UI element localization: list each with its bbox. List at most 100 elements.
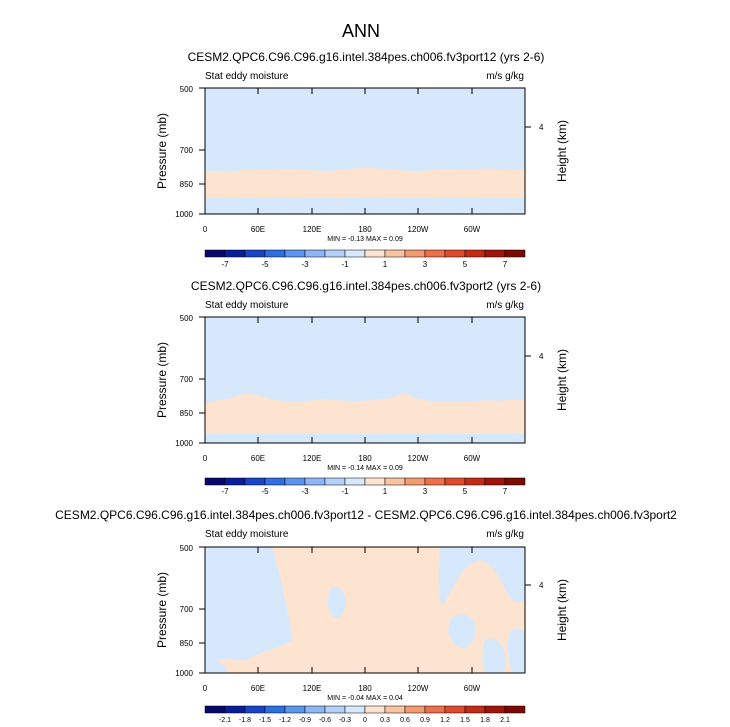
- panel-3-left-subtitle: Stat eddy moisture: [205, 529, 289, 540]
- panel-1-x-tick-0: 0: [203, 225, 208, 234]
- panel-3-cb-label-1: -1.8: [239, 717, 251, 724]
- panel-1-cb-label-4: 1: [383, 260, 388, 269]
- panel-2-cb-label-2: -3: [301, 487, 309, 496]
- panel-1-colorbar-swatch-15: [504, 249, 526, 258]
- panel-3-x-tick-0: 0: [203, 684, 208, 693]
- panel-3-cb-label-7: 0: [363, 717, 367, 724]
- panel-3-min-max: MIN = -0.04 MAX = 0.04: [327, 695, 403, 702]
- panel-3-cb-label-10: 0.9: [420, 717, 430, 724]
- panel-3-colorbar-swatch-0: [204, 705, 226, 714]
- panel-3-colorbar-labels: -2.1 -1.8 -1.5 -1.2 -0.9 -0.6 -0.3 0 0.3…: [219, 717, 510, 724]
- panel-1-x-ticks: [199, 87, 531, 215]
- panel-3-colorbar-swatch-15: [504, 705, 526, 714]
- panel-1-cb-label-2: -3: [301, 260, 309, 269]
- panel-3-cb-label-5: -0.6: [319, 717, 331, 724]
- panel-2-right-axis-label: Height (km): [555, 349, 569, 411]
- panel-1-title: CESM2.QPC6.C96.C96.g16.intel.384pes.ch00…: [188, 50, 545, 64]
- panel-2-y-tick-500: 500: [180, 314, 194, 323]
- panel-3-cb-label-3: -1.2: [279, 717, 291, 724]
- panel-3-neg-region-central: [327, 587, 346, 619]
- panel-2-colorbar-swatch-8: [364, 477, 386, 486]
- panel-2-x-tick-120e: 120E: [303, 454, 322, 463]
- panel-1-x-tick-120w: 120W: [408, 225, 429, 234]
- panel-1-colorbar-swatch-2: [244, 249, 266, 258]
- panel-3-neg-region-east-mid: [448, 614, 476, 649]
- panel-3-colorbar-swatch-4: [284, 705, 306, 714]
- panel-3-cb-label-0: -2.1: [219, 717, 231, 724]
- panel-2-left-subtitle: Stat eddy moisture: [205, 300, 289, 311]
- main-title: ANN: [342, 21, 380, 41]
- panel-1-cb-label-6: 5: [463, 260, 468, 269]
- panel-2-colorbar-swatch-9: [384, 477, 406, 486]
- panel-3-cb-label-6: -0.3: [339, 717, 351, 724]
- panel-2-colorbar-swatch-2: [244, 477, 266, 486]
- panel-3-right-subtitle: m/s g/kg: [486, 529, 524, 540]
- panel-2-cb-label-5: 3: [423, 487, 428, 496]
- panel-1-y-tick-1000: 1000: [175, 210, 193, 219]
- panel-3-x-tick-120e: 120E: [303, 684, 322, 693]
- panel-3-colorbar: [204, 705, 526, 714]
- panel-3-y-tick-1000: 1000: [175, 669, 193, 678]
- panel-3-neg-region-east-lower: [482, 638, 507, 673]
- panel-1-right-tick-4: 4: [539, 123, 544, 132]
- panel-2: CESM2.QPC6.C96.C96.g16.intel.384pes.ch00…: [155, 279, 569, 496]
- panel-3-neg-region-west: [205, 547, 292, 666]
- panel-2-x-tick-60w: 60W: [464, 454, 481, 463]
- panel-3-right-tick-4: 4: [539, 581, 544, 590]
- panel-2-colorbar-swatch-4: [284, 477, 306, 486]
- panel-3-colorbar-swatch-5: [304, 705, 326, 714]
- panel-1-y-tick-500: 500: [180, 85, 194, 94]
- panel-2-colorbar-labels: -7 -5 -3 -1 1 3 5 7: [221, 487, 507, 496]
- panel-2-cb-label-0: -7: [221, 487, 229, 496]
- panel-3-colorbar-swatch-8: [364, 705, 386, 714]
- panel-1-y-axis-label: Pressure (mb): [155, 113, 169, 189]
- panel-3-x-tick-60e: 60E: [251, 684, 265, 693]
- panel-3-colorbar-swatch-12: [444, 705, 466, 714]
- panel-3-cb-label-9: 0.6: [400, 717, 410, 724]
- panel-2-y-tick-1000: 1000: [175, 439, 193, 448]
- panel-3: CESM2.QPC6.C96.C96.g16.intel.384pes.ch00…: [55, 508, 677, 724]
- panel-2-colorbar-swatch-11: [424, 477, 446, 486]
- panel-3-colorbar-swatch-7: [344, 705, 366, 714]
- panel-1-min-max: MIN = -0.13 MAX = 0.09: [327, 236, 403, 243]
- panel-3-colorbar-swatch-1: [224, 705, 246, 714]
- panel-2-right-subtitle: m/s g/kg: [486, 300, 524, 311]
- panel-1-colorbar-swatch-14: [484, 249, 506, 258]
- panel-1-x-tick-120e: 120E: [303, 225, 322, 234]
- panel-3-y-tick-500: 500: [180, 544, 194, 553]
- panel-3-cb-label-12: 1.5: [460, 717, 470, 724]
- panel-3-colorbar-swatch-2: [244, 705, 266, 714]
- panel-2-cb-label-1: -5: [261, 487, 269, 496]
- panel-3-colorbar-swatch-10: [404, 705, 426, 714]
- panel-2-colorbar-swatch-13: [464, 477, 486, 486]
- panel-1-colorbar-swatch-8: [364, 249, 386, 258]
- panel-1-cb-label-7: 7: [503, 260, 508, 269]
- panel-2-min-max: MIN = -0.14 MAX = 0.09: [327, 465, 403, 472]
- panel-2-title: CESM2.QPC6.C96.C96.g16.intel.384pes.ch00…: [191, 279, 541, 293]
- panel-1-colorbar-swatch-12: [444, 249, 466, 258]
- panel-3-colorbar-swatch-13: [464, 705, 486, 714]
- panel-2-y-axis-label: Pressure (mb): [155, 342, 169, 418]
- panel-2-colorbar-swatch-3: [264, 477, 286, 486]
- panel-3-colorbar-swatch-14: [484, 705, 506, 714]
- panel-3-x-tick-60w: 60W: [464, 684, 481, 693]
- panel-2-cb-label-6: 5: [463, 487, 468, 496]
- panel-1-colorbar-swatch-5: [304, 249, 326, 258]
- panel-1-colorbar-swatch-6: [324, 249, 346, 258]
- panel-3-x-tick-180: 180: [358, 684, 372, 693]
- panel-3-cb-label-13: 1.8: [480, 717, 490, 724]
- panel-1-x-tick-60w: 60W: [464, 225, 481, 234]
- panel-2-x-tick-60e: 60E: [251, 454, 265, 463]
- panel-2-cb-label-3: -1: [341, 487, 349, 496]
- panel-1-colorbar-swatch-10: [404, 249, 426, 258]
- panel-1-colorbar-swatch-11: [424, 249, 446, 258]
- panel-1-positive-band: [205, 167, 525, 199]
- panel-3-neg-region-east-edge: [507, 628, 525, 673]
- panel-2-colorbar-swatch-1: [224, 477, 246, 486]
- panel-2-cb-label-4: 1: [383, 487, 388, 496]
- panel-1-colorbar-labels: -7 -5 -3 -1 1 3 5 7: [221, 260, 507, 269]
- panel-3-x-ticks: [199, 546, 531, 674]
- panel-1-cb-label-0: -7: [221, 260, 229, 269]
- panel-2-y-tick-700: 700: [180, 375, 194, 384]
